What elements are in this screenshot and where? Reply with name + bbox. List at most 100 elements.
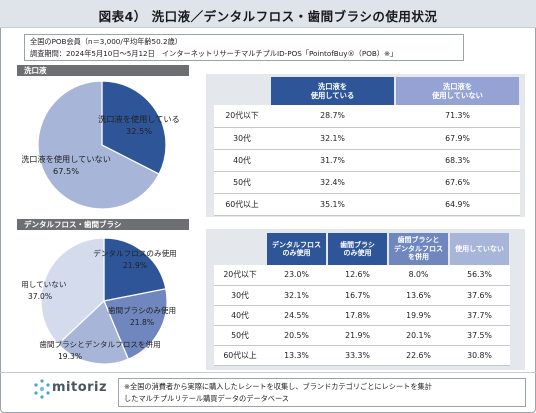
cell-unused: 64.9%: [395, 193, 520, 216]
footnote-line-1: ※全国の消費者から実際に購入したレシートを収集し、ブランドカテゴリごとにレシート…: [124, 382, 432, 391]
row-age: 50代: [214, 325, 266, 346]
cell-floss-only: 24.5%: [266, 305, 327, 326]
mouthwash-pie-slices: [37, 80, 167, 210]
section-label-mouthwash: 洗口液: [17, 65, 189, 76]
pie-label-used: 洗口液を使用している: [98, 114, 180, 124]
footnote-box: ※全国の消費者から実際に購入したレシートを収集し、ブランドカテゴリごとにレシート…: [118, 378, 526, 407]
survey-info-box: 全国のPOB会員（n＝3,000/平均年齢50.2歳） 調査期間：2024年5月…: [24, 34, 464, 61]
cell-used: 35.1%: [270, 193, 395, 216]
cell-both: 19.9%: [388, 305, 449, 326]
floss-brush-pie-chart: デンタルフロスのみ使用 21.9% 使用していない 37.0% 歯間ブラシのみ使用 21.…: [22, 237, 177, 365]
cell-unused: 67.9%: [395, 127, 520, 150]
survey-info-line-1: 全国のPOB会員（n＝3,000/平均年齢50.2歳）: [30, 37, 182, 46]
pie-value-brush: 21.8%: [130, 318, 154, 327]
footnote-line-2: したマルチプルリテール購買データのデータベース: [124, 393, 289, 403]
col-header-brush-only: 歯間ブラシ のみ使用: [327, 233, 389, 265]
cell-both: 22.6%: [388, 345, 449, 366]
cell-brush-only: 21.9%: [327, 325, 388, 346]
col-header-line: のみ使用: [343, 249, 372, 257]
cell-both: 13.6%: [388, 285, 449, 306]
row-age: 60代以上: [214, 193, 270, 216]
cell-used: 32.1%: [270, 127, 395, 150]
footer-divider: [0, 372, 536, 373]
col-header-line: デンタルフロス: [272, 240, 321, 249]
cell-none: 37.6%: [449, 285, 510, 306]
pie-slice-2: [37, 80, 160, 210]
col-header-none: 使用していない: [449, 233, 511, 265]
cell-both: 8.0%: [388, 265, 449, 286]
col-header-line: を併用: [408, 253, 429, 262]
figure-title: 図表4） 洗口液／デンタルフロス・歯間ブラシの使用状況: [98, 9, 438, 24]
pie-value-floss: 21.9%: [123, 261, 147, 270]
cell-floss-only: 13.3%: [266, 345, 327, 366]
mouthwash-table: 洗口液を 使用している 洗口液を 使用していない 20代以下 28.7% 71.…: [214, 77, 521, 216]
table-row: 20代以下 23.0% 12.6% 8.0% 56.3%: [214, 265, 510, 286]
logo-mark-icon: [34, 379, 50, 399]
pie-label-unused: 洗口液を使用していない: [22, 154, 111, 164]
pie-slice-1: [101, 80, 167, 175]
table-row: 30代 32.1% 67.9%: [214, 127, 520, 150]
col-header-both: 歯間ブラシと デンタルフロス を併用: [388, 233, 450, 265]
floss-brush-pie-slices: [40, 237, 168, 365]
pie-value-used: 32.5%: [126, 126, 152, 136]
pie-label-brush: 歯間ブラシのみ使用: [108, 305, 176, 315]
row-age: 40代: [214, 149, 270, 172]
table-row: 30代 32.1% 16.7% 13.6% 37.6%: [214, 285, 510, 306]
cell-none: 56.3%: [449, 265, 510, 286]
floss-brush-table: デンタルフロス のみ使用 歯間ブラシ のみ使用 歯間ブラシと デンタルフロス を…: [214, 233, 511, 366]
col-header-line: 使用していない: [432, 91, 483, 100]
cell-floss-only: 20.5%: [266, 325, 327, 346]
pie-slice-4: [40, 237, 105, 345]
cell-none: 30.8%: [449, 345, 510, 366]
row-age: 30代: [214, 127, 270, 150]
table-row: 60代以上 35.1% 64.9%: [214, 193, 520, 216]
col-header-line: 使用していない: [455, 244, 504, 253]
cell-brush-only: 12.6%: [327, 265, 388, 286]
col-header-line: デンタルフロス: [394, 244, 443, 253]
row-age: 50代: [214, 171, 270, 194]
col-header-line: 使用している: [310, 91, 355, 100]
table-row: 20代以下 28.7% 71.3%: [214, 105, 520, 128]
table-row: 60代以上 13.3% 33.3% 22.6% 30.8%: [214, 345, 510, 366]
cell-unused: 67.6%: [395, 171, 520, 194]
col-header-line: 洗口液を: [317, 82, 348, 91]
section-label-floss-brush: デンタルフロス・歯間ブラシ: [17, 219, 189, 230]
pie-value-unused: 67.5%: [53, 166, 79, 176]
table-corner: [214, 233, 267, 265]
cell-brush-only: 33.3%: [327, 345, 388, 366]
mouthwash-pie-chart: 洗口液を使用している 32.5% 洗口液を使用していない 67.5%: [22, 80, 180, 210]
table-header-row: 洗口液を 使用している 洗口液を 使用していない: [214, 77, 521, 105]
row-age: 40代: [214, 305, 266, 326]
title-bar: 図表4） 洗口液／デンタルフロス・歯間ブラシの使用状況: [0, 0, 536, 28]
pie-label-both: 歯間ブラシとデンタルフロスを併用: [39, 339, 160, 349]
cell-unused: 68.3%: [395, 149, 520, 172]
cell-used: 28.7%: [270, 105, 395, 128]
cell-brush-only: 16.7%: [327, 285, 388, 306]
cell-used: 32.4%: [270, 171, 395, 194]
table-corner: [214, 77, 271, 105]
cell-none: 37.5%: [449, 325, 510, 346]
col-header-floss-only: デンタルフロス のみ使用: [266, 233, 328, 265]
cell-both: 20.1%: [388, 325, 449, 346]
cell-used: 31.7%: [270, 149, 395, 172]
table-row: 50代 32.4% 67.6%: [214, 171, 520, 194]
pie-label-none: 使用していない: [22, 279, 66, 289]
col-header-line: のみ使用: [282, 249, 311, 257]
cell-floss-only: 23.0%: [266, 265, 327, 286]
logo-text: mitoriz: [52, 380, 108, 395]
table-row: 40代 24.5% 17.8% 19.9% 37.7%: [214, 305, 510, 326]
row-age: 30代: [214, 285, 266, 306]
pie-value-none: 37.0%: [28, 292, 52, 301]
col-header-unused: 洗口液を 使用していない: [395, 77, 521, 105]
cell-floss-only: 32.1%: [266, 285, 327, 306]
cell-brush-only: 17.8%: [327, 305, 388, 326]
col-header-line: 洗口液を: [442, 82, 473, 91]
survey-info-line-2: 調査期間：2024年5月10日～5月12日 インターネットリサーチマルチプルID…: [30, 48, 398, 58]
col-header-line: 歯間ブラシ: [340, 240, 375, 249]
col-header-line: 歯間ブラシと: [397, 236, 440, 245]
pie-value-both: 19.3%: [58, 352, 82, 361]
pie-slice-1: [103, 237, 167, 302]
table-row: 40代 31.7% 68.3%: [214, 149, 520, 172]
table-row: 50代 20.5% 21.9% 20.1% 37.5%: [214, 325, 510, 346]
pie-slice-2: [103, 288, 168, 360]
